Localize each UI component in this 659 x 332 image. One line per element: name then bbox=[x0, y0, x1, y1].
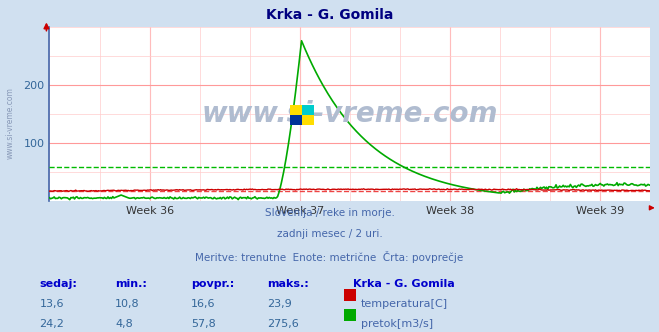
Text: 16,6: 16,6 bbox=[191, 299, 215, 309]
Text: maks.:: maks.: bbox=[267, 279, 308, 289]
Text: povpr.:: povpr.: bbox=[191, 279, 235, 289]
Text: 23,9: 23,9 bbox=[267, 299, 292, 309]
Text: www.si-vreme.com: www.si-vreme.com bbox=[5, 87, 14, 159]
FancyBboxPatch shape bbox=[302, 105, 314, 115]
Text: www.si-vreme.com: www.si-vreme.com bbox=[202, 100, 498, 128]
Text: temperatura[C]: temperatura[C] bbox=[361, 299, 448, 309]
Text: Meritve: trenutne  Enote: metrične  Črta: povprečje: Meritve: trenutne Enote: metrične Črta: … bbox=[195, 251, 464, 263]
Text: 275,6: 275,6 bbox=[267, 319, 299, 329]
Text: Krka - G. Gomila: Krka - G. Gomila bbox=[266, 8, 393, 22]
Text: min.:: min.: bbox=[115, 279, 147, 289]
Text: zadnji mesec / 2 uri.: zadnji mesec / 2 uri. bbox=[277, 229, 382, 239]
Text: 10,8: 10,8 bbox=[115, 299, 140, 309]
Text: Krka - G. Gomila: Krka - G. Gomila bbox=[353, 279, 454, 289]
Text: 24,2: 24,2 bbox=[40, 319, 65, 329]
Text: sedaj:: sedaj: bbox=[40, 279, 77, 289]
Text: 57,8: 57,8 bbox=[191, 319, 216, 329]
Text: 13,6: 13,6 bbox=[40, 299, 64, 309]
Text: Slovenija / reke in morje.: Slovenija / reke in morje. bbox=[264, 208, 395, 217]
Text: pretok[m3/s]: pretok[m3/s] bbox=[361, 319, 433, 329]
FancyBboxPatch shape bbox=[290, 105, 314, 125]
Text: 4,8: 4,8 bbox=[115, 319, 133, 329]
FancyBboxPatch shape bbox=[290, 115, 302, 125]
